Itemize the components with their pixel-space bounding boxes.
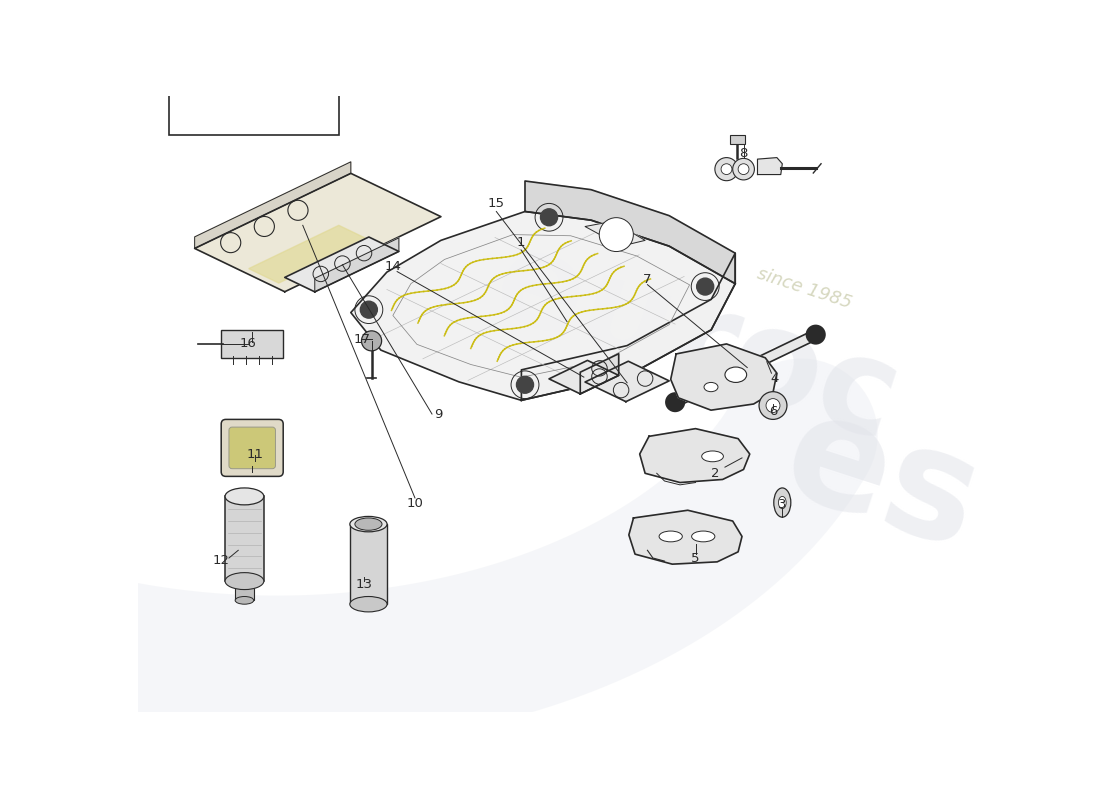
- FancyBboxPatch shape: [221, 419, 283, 476]
- Polygon shape: [640, 429, 750, 482]
- Text: 2: 2: [711, 467, 719, 480]
- Polygon shape: [249, 226, 368, 283]
- Ellipse shape: [350, 517, 387, 532]
- Text: 6: 6: [769, 405, 778, 418]
- Circle shape: [293, 58, 312, 78]
- Circle shape: [722, 164, 732, 174]
- Circle shape: [204, 63, 214, 74]
- Circle shape: [517, 376, 534, 394]
- Polygon shape: [675, 330, 816, 408]
- Text: 14: 14: [385, 261, 402, 274]
- Text: es: es: [766, 380, 997, 582]
- FancyBboxPatch shape: [229, 427, 275, 469]
- Text: 9: 9: [434, 407, 442, 421]
- Polygon shape: [315, 238, 399, 292]
- Ellipse shape: [702, 451, 724, 462]
- Circle shape: [805, 325, 826, 345]
- Polygon shape: [549, 360, 618, 394]
- Polygon shape: [195, 174, 441, 292]
- Polygon shape: [525, 181, 735, 284]
- Polygon shape: [218, 18, 300, 39]
- Polygon shape: [671, 344, 777, 410]
- Ellipse shape: [235, 597, 254, 604]
- Text: 17: 17: [354, 333, 371, 346]
- Circle shape: [600, 218, 634, 251]
- Circle shape: [666, 392, 685, 412]
- Ellipse shape: [226, 573, 264, 590]
- Circle shape: [766, 398, 780, 413]
- Circle shape: [297, 63, 308, 74]
- Polygon shape: [585, 362, 669, 402]
- Circle shape: [361, 302, 377, 318]
- Polygon shape: [180, 18, 333, 71]
- Polygon shape: [285, 237, 399, 292]
- Text: 8: 8: [739, 147, 748, 160]
- Ellipse shape: [659, 531, 682, 542]
- Polygon shape: [351, 211, 735, 400]
- Polygon shape: [581, 354, 618, 394]
- Text: 16: 16: [240, 338, 256, 350]
- Ellipse shape: [725, 367, 747, 382]
- Text: 11: 11: [246, 448, 264, 462]
- Text: since 1985: since 1985: [755, 265, 854, 312]
- Text: euroc: euroc: [477, 218, 914, 467]
- Circle shape: [759, 392, 786, 419]
- Text: 15: 15: [487, 198, 505, 210]
- Circle shape: [733, 158, 755, 180]
- Text: 3: 3: [778, 498, 786, 510]
- Bar: [729, 134, 745, 144]
- Polygon shape: [195, 162, 351, 249]
- Circle shape: [540, 209, 558, 226]
- Text: 13: 13: [355, 578, 372, 591]
- Circle shape: [738, 164, 749, 174]
- Ellipse shape: [773, 488, 791, 517]
- Circle shape: [199, 58, 219, 78]
- Polygon shape: [521, 253, 735, 400]
- Text: 5: 5: [691, 551, 700, 565]
- Circle shape: [696, 278, 714, 295]
- Ellipse shape: [704, 382, 718, 392]
- Bar: [226, 496, 264, 581]
- Bar: [168, 0, 339, 134]
- Ellipse shape: [355, 518, 382, 530]
- Ellipse shape: [779, 496, 786, 509]
- Ellipse shape: [350, 597, 387, 612]
- Circle shape: [715, 158, 738, 181]
- Circle shape: [362, 331, 382, 351]
- Text: 7: 7: [644, 273, 651, 286]
- Ellipse shape: [692, 531, 715, 542]
- Text: 4: 4: [770, 372, 779, 385]
- Polygon shape: [183, 23, 206, 28]
- Polygon shape: [629, 510, 742, 564]
- Bar: [235, 581, 254, 600]
- Text: 1: 1: [517, 236, 526, 249]
- Polygon shape: [585, 222, 645, 246]
- Polygon shape: [758, 158, 782, 174]
- Ellipse shape: [226, 488, 264, 505]
- Bar: [350, 524, 387, 604]
- FancyBboxPatch shape: [221, 330, 283, 358]
- Text: 10: 10: [407, 497, 424, 510]
- Text: 12: 12: [212, 554, 230, 567]
